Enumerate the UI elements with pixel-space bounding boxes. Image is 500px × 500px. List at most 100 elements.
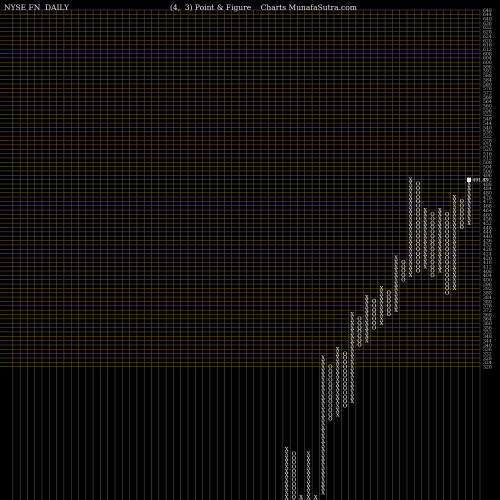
price-tick-label: 624	[483, 34, 492, 40]
price-tick-label: 572	[483, 90, 492, 96]
price-tick-label: 580	[483, 82, 492, 88]
x-box: X	[365, 304, 369, 310]
x-box: X	[350, 334, 354, 340]
x-box: X	[394, 308, 398, 314]
o-box: O	[292, 495, 296, 500]
x-box: X	[467, 208, 471, 214]
x-box: X	[321, 451, 325, 457]
x-box: X	[336, 347, 340, 353]
o-box: O	[416, 234, 420, 240]
price-tick-label: 476	[483, 195, 492, 201]
o-box: O	[292, 486, 296, 492]
o-box: O	[343, 399, 347, 405]
o-box: O	[416, 182, 420, 188]
o-box: O	[387, 308, 391, 314]
o-box: O	[343, 404, 347, 410]
o-box: O	[387, 295, 391, 301]
price-tick-label: 504	[483, 164, 492, 170]
o-box: O	[430, 243, 434, 249]
x-box: X	[285, 482, 289, 488]
x-box: X	[423, 238, 427, 244]
o-box: O	[343, 364, 347, 370]
x-box: X	[321, 386, 325, 392]
x-box: X	[321, 425, 325, 431]
price-tick-label: 604	[483, 56, 492, 62]
x-box: X	[350, 369, 354, 375]
x-box: X	[321, 469, 325, 475]
price-tick-label: 644	[483, 12, 492, 18]
o-box: O	[416, 186, 420, 192]
x-box: X	[438, 217, 442, 223]
x-box: X	[453, 243, 457, 249]
x-box: X	[438, 260, 442, 266]
x-column: XX	[314, 495, 318, 500]
o-box: O	[387, 312, 391, 318]
x-box: X	[336, 360, 340, 366]
o-box: O	[328, 408, 332, 414]
x-box: X	[453, 251, 457, 257]
x-box: X	[409, 208, 413, 214]
x-box: X	[423, 251, 427, 257]
o-box: O	[292, 469, 296, 475]
o-box: O	[445, 221, 449, 227]
o-box: O	[343, 386, 347, 392]
x-box: X	[453, 195, 457, 201]
price-tick-label: 328	[483, 356, 492, 362]
price-tick-label: 600	[483, 60, 492, 66]
x-box: X	[336, 369, 340, 375]
o-box: O	[328, 412, 332, 418]
price-tick-label: 492	[483, 177, 492, 183]
x-box: X	[438, 234, 442, 240]
price-tick-label: 536	[483, 130, 492, 136]
o-box: O	[416, 212, 420, 218]
o-box: O	[416, 230, 420, 236]
x-box: X	[365, 330, 369, 336]
o-box: O	[445, 238, 449, 244]
x-box: X	[394, 290, 398, 296]
x-box: X	[453, 230, 457, 236]
x-box: X	[438, 256, 442, 262]
price-tick-label: 440	[483, 234, 492, 240]
x-box: X	[321, 356, 325, 362]
price-tick-label: 368	[483, 312, 492, 318]
x-box: X	[453, 264, 457, 270]
x-box: X	[380, 290, 384, 296]
price-tick-label: 412	[483, 264, 492, 270]
x-box: X	[453, 269, 457, 275]
price-tick-label: 444	[483, 230, 492, 236]
o-box: O	[430, 247, 434, 253]
x-box: X	[285, 464, 289, 470]
x-box: X	[453, 225, 457, 231]
x-box: X	[321, 447, 325, 453]
x-box: X	[350, 330, 354, 336]
x-box: X	[350, 325, 354, 331]
o-box: O	[416, 260, 420, 266]
o-box: O	[328, 386, 332, 392]
x-box: X	[336, 377, 340, 383]
x-box: X	[350, 386, 354, 392]
x-box: X	[409, 212, 413, 218]
x-box: X	[336, 356, 340, 362]
x-box: X	[321, 478, 325, 484]
x-box: X	[467, 195, 471, 201]
o-box: O	[430, 225, 434, 231]
x-box: X	[321, 404, 325, 410]
x-box: X	[453, 208, 457, 214]
o-box: O	[343, 351, 347, 357]
x-box: X	[321, 369, 325, 375]
x-box: X	[409, 238, 413, 244]
price-tick-label: 340	[483, 343, 492, 349]
x-box: X	[321, 460, 325, 466]
o-box: O	[445, 286, 449, 292]
x-box: X	[336, 399, 340, 405]
o-box: O	[292, 460, 296, 466]
